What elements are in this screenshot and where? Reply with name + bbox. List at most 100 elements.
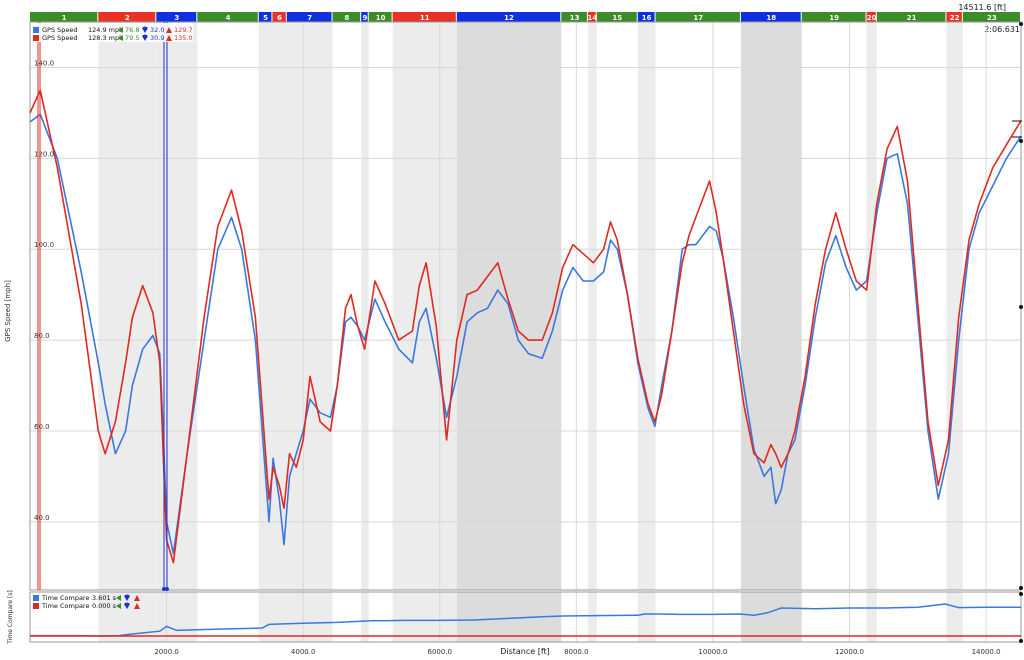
legend-name: Time Compare — [41, 594, 89, 602]
cursor-dot-a[interactable] — [162, 587, 166, 591]
legend-min-a: 79.5 — [125, 34, 139, 42]
time-readout: 2:06.631 — [984, 25, 1020, 34]
x-tick-label: 12000.0 — [835, 648, 864, 656]
segment-shade-16 — [637, 22, 656, 590]
y-tick-label: 80.0 — [34, 332, 50, 340]
legend-gps-speed: GPS Speed 124.9 mph 76.8 32.0 129.7 GPS Speed… — [31, 23, 193, 42]
time-series-blue — [30, 603, 1021, 637]
segment-shade-time-11 — [392, 592, 457, 642]
segment-12[interactable] — [456, 12, 561, 22]
segment-14[interactable] — [587, 12, 596, 22]
min-heart-icon — [124, 594, 130, 601]
segment-4[interactable] — [197, 12, 258, 22]
distance-readout: 14511.6 [ft] — [958, 3, 1006, 12]
y-tick-label: 60.0 — [34, 423, 50, 431]
segment-label-23: 23 — [987, 14, 997, 22]
y-axis-label-time: Time Compare [s] — [7, 590, 14, 645]
right-edge-handle-5[interactable] — [1019, 639, 1023, 643]
segment-6[interactable] — [272, 12, 286, 22]
right-edge-handle-4[interactable] — [1019, 592, 1023, 596]
segment-3[interactable] — [156, 12, 197, 22]
right-edge-handle-3[interactable] — [1019, 586, 1023, 590]
segment-shade-11 — [392, 22, 457, 590]
segment-19[interactable] — [801, 12, 866, 22]
x-tick-label: 14000.0 — [972, 648, 1001, 656]
segment-11[interactable] — [392, 12, 456, 22]
segment-23[interactable] — [962, 12, 1020, 22]
legend-name: Time Compare — [41, 602, 89, 610]
segment-shade-14 — [587, 22, 597, 590]
segment-shade-time-20 — [866, 592, 877, 642]
segment-label-7: 7 — [307, 14, 312, 22]
y-tick-label: 40.0 — [34, 514, 50, 522]
legend-swatch[interactable] — [33, 27, 39, 33]
segment-1[interactable] — [30, 12, 98, 22]
segment-label-22: 22 — [950, 14, 960, 22]
segment-16[interactable] — [637, 12, 655, 22]
segment-10[interactable] — [368, 12, 392, 22]
segment-label-14: 14 — [587, 14, 597, 22]
right-edge-handle-2[interactable] — [1019, 305, 1023, 309]
legend-value: 0.000 s — [92, 602, 117, 610]
x-tick-label: 10000.0 — [698, 648, 727, 656]
segment-bar: 1 2 3 4 5 6 7 8 9 10 11 12 13 14 15 16 17 18 19 20 21 22 23 — [30, 12, 1020, 22]
segment-shade-time-9 — [361, 592, 369, 642]
segment-7[interactable] — [286, 12, 332, 22]
min-left-icon — [118, 35, 123, 41]
segment-label-19: 19 — [829, 14, 839, 22]
segment-9[interactable] — [361, 12, 368, 22]
cursor-dot-b[interactable] — [165, 587, 169, 591]
x-axis-label: Distance [ft] — [500, 647, 550, 656]
series-lines — [29, 89, 1022, 637]
segment-shading — [98, 22, 963, 642]
legend-max: 129.7 — [174, 26, 193, 34]
max-up-icon — [166, 27, 172, 33]
segment-shade-9 — [361, 22, 369, 590]
segment-label-13: 13 — [570, 14, 580, 22]
legend-min-b: 30.9 — [150, 34, 164, 42]
max-up-icon — [134, 595, 140, 601]
legend-swatch[interactable] — [33, 603, 39, 609]
segment-label-10: 10 — [376, 14, 386, 22]
cursor-markers — [37, 22, 1023, 643]
legend-name: GPS Speed — [42, 34, 78, 42]
segment-shade-22 — [946, 22, 963, 590]
max-up-icon — [134, 603, 140, 609]
y-tick-label: 140.0 — [34, 59, 54, 67]
x-tick-label: 4000.0 — [291, 648, 316, 656]
y-axis-ticks: 40.0 60.0 80.0 100.0 120.0 140.0 — [34, 59, 54, 521]
segment-21[interactable] — [876, 12, 946, 22]
segment-label-8: 8 — [344, 14, 349, 22]
y-tick-label: 120.0 — [34, 150, 54, 158]
segment-18[interactable] — [740, 12, 801, 22]
segment-label-1: 1 — [62, 14, 67, 22]
segment-shade-time-22 — [946, 592, 963, 642]
segment-label-21: 21 — [907, 14, 917, 22]
speed-series-blue — [29, 113, 1022, 555]
segment-13[interactable] — [561, 12, 587, 22]
segment-label-20: 20 — [867, 14, 877, 22]
legend-swatch[interactable] — [33, 35, 39, 41]
segment-5[interactable] — [258, 12, 272, 22]
segment-shade-time-18 — [740, 592, 802, 642]
segment-label-12: 12 — [504, 14, 514, 22]
x-tick-label: 2000.0 — [154, 648, 179, 656]
right-edge-handle-0[interactable] — [1019, 22, 1023, 26]
min-left-icon — [118, 27, 123, 33]
segment-shade-6 — [272, 22, 287, 590]
segment-17[interactable] — [655, 12, 740, 22]
legend-swatch[interactable] — [33, 595, 39, 601]
right-edge-handle-1[interactable] — [1019, 139, 1023, 143]
legend-background — [31, 23, 193, 42]
segment-8[interactable] — [332, 12, 361, 22]
x-axis-ticks: 2000.0 4000.0 6000.0 8000.0 10000.0 12000.0 14… — [154, 648, 1000, 656]
segment-2[interactable] — [98, 12, 156, 22]
segment-shade-20 — [866, 22, 877, 590]
legend-value: 124.9 mph — [88, 26, 123, 34]
segment-label-6: 6 — [277, 14, 282, 22]
segment-22[interactable] — [946, 12, 962, 22]
segment-20[interactable] — [866, 12, 876, 22]
segment-15[interactable] — [596, 12, 637, 22]
